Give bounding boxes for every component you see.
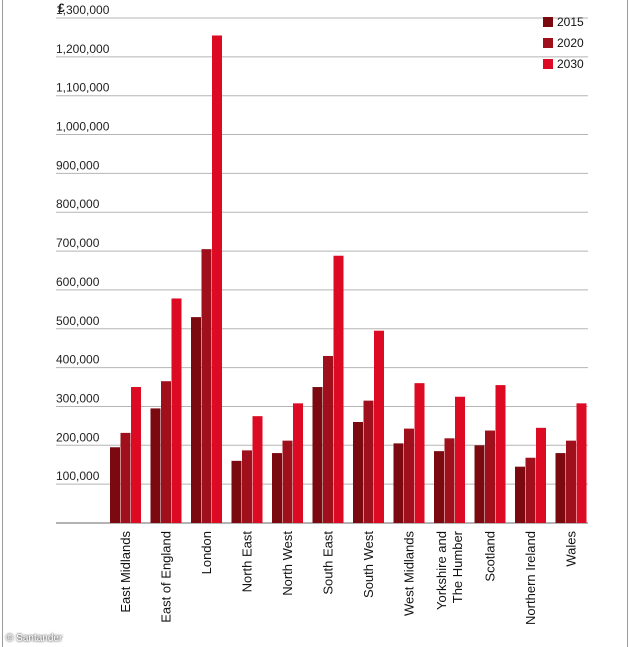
image-credit: © Santander — [6, 633, 63, 644]
y-tick-label: 900,000 — [56, 158, 100, 172]
bar-2015-yorkshire-and-the-humber — [434, 451, 444, 523]
category-label: East Midlands — [118, 531, 133, 613]
bar-2015-east-midlands — [110, 447, 120, 523]
category-label: Wales — [563, 531, 578, 567]
legend-label-2030: 2030 — [557, 57, 584, 71]
y-tick-label: 1,200,000 — [56, 42, 110, 56]
y-tick-label: 400,000 — [56, 353, 100, 367]
bar-2015-north-west — [272, 453, 282, 523]
category-label: North West — [280, 531, 295, 596]
category-label: West Midlands — [401, 531, 416, 617]
bars — [110, 35, 587, 523]
category-label: South West — [361, 531, 376, 598]
legend-label-2015: 2015 — [557, 15, 584, 29]
bar-2015-london — [191, 317, 201, 523]
bar-2020-wales — [566, 440, 576, 523]
legend-label-2020: 2020 — [557, 36, 584, 50]
bar-2030-wales — [576, 403, 587, 523]
legend-swatch-2015 — [543, 17, 553, 27]
bar-2015-south-west — [353, 422, 363, 523]
category-label: London — [199, 531, 214, 574]
bar-2030-west-midlands — [414, 383, 425, 523]
bar-2015-northern-ireland — [515, 466, 525, 523]
category-label: East of England — [158, 531, 173, 623]
bar-2030-scotland — [495, 385, 506, 523]
bar-2020-northern-ireland — [525, 457, 536, 523]
y-tick-label: 1,300,000 — [56, 3, 110, 17]
bar-2030-south-west — [374, 330, 384, 523]
bar-2030-east-of-england — [171, 298, 182, 523]
bar-2015-scotland — [474, 445, 485, 523]
bar-2030-london — [212, 35, 222, 523]
bar-2030-east-midlands — [131, 387, 141, 523]
bar-2020-east-of-england — [161, 381, 171, 523]
bar-2015-east-of-england — [150, 408, 161, 523]
legend-swatch-2030 — [543, 59, 553, 69]
bar-2020-scotland — [485, 430, 495, 523]
bar-2020-north-west — [282, 440, 293, 523]
bar-2015-south-east — [312, 387, 323, 523]
y-tick-label: 300,000 — [56, 391, 100, 405]
legend-swatch-2020 — [543, 38, 553, 48]
right-frame-edge — [627, 0, 628, 647]
category-label: Scotland — [482, 531, 497, 582]
category-label: North East — [239, 531, 254, 593]
y-axis-tick-labels: 100,000 200,000 300,000 400,000 500,000 600,0… — [56, 3, 110, 483]
y-tick-label: 700,000 — [56, 236, 100, 250]
bar-2015-north-east — [231, 460, 242, 523]
y-axis-currency-label: £ — [58, 1, 65, 15]
bar-2020-london — [201, 249, 212, 523]
y-tick-label: 500,000 — [56, 314, 100, 328]
bar-2020-west-midlands — [404, 428, 414, 523]
y-tick-label: 800,000 — [56, 197, 100, 211]
y-tick-label: 200,000 — [56, 430, 100, 444]
y-tick-label: 600,000 — [56, 275, 100, 289]
bar-2020-east-midlands — [120, 432, 131, 523]
legend: 2015 2020 2030 — [543, 15, 584, 71]
bar-2015-west-midlands — [393, 443, 404, 523]
bar-2030-north-west — [293, 403, 303, 523]
category-label: Northern Ireland — [523, 531, 538, 625]
bar-2020-yorkshire-and-the-humber — [444, 438, 455, 523]
bar-2015-wales — [555, 453, 566, 523]
left-frame-edge — [2, 0, 3, 647]
category-label: Yorkshire andThe Humber — [434, 530, 465, 610]
y-tick-label: 1,000,000 — [56, 120, 110, 134]
y-tick-label: 1,100,000 — [56, 81, 110, 95]
y-tick-label: 100,000 — [56, 469, 100, 483]
bar-2030-northern-ireland — [536, 427, 546, 523]
bar-2020-south-west — [363, 400, 374, 523]
grid-lines — [56, 17, 588, 524]
bar-2030-south-east — [333, 255, 344, 523]
bar-2030-north-east — [252, 416, 263, 523]
bar-2030-yorkshire-and-the-humber — [455, 396, 465, 523]
category-label: South East — [320, 531, 335, 595]
bar-2020-south-east — [323, 355, 333, 523]
x-axis-category-labels: East Midlands East of England London North … — [118, 530, 579, 625]
bar-2020-north-east — [242, 450, 252, 523]
